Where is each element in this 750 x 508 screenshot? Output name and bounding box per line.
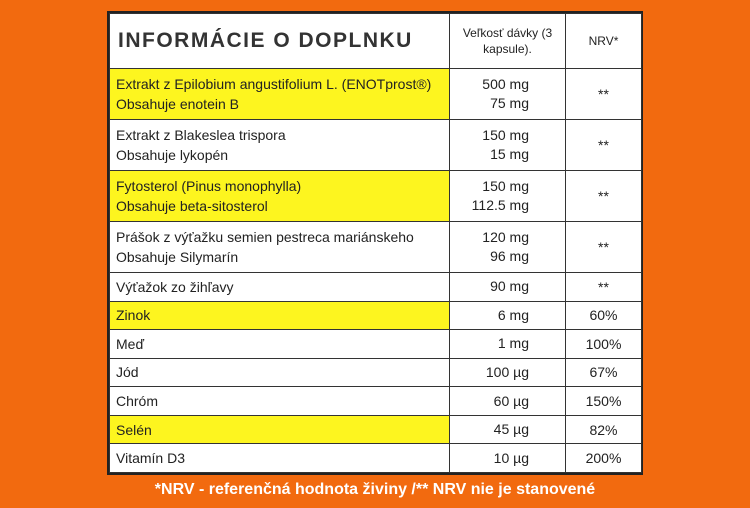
amount-cell: 1 mg [449, 329, 566, 359]
amount-value: 60 µg [493, 392, 529, 409]
amount-value: 150 mg [482, 127, 529, 143]
table-row: Extrakt z Epilobium angustifolium L. (EN… [109, 68, 642, 120]
amount-cell: 45 µg [449, 414, 566, 445]
amount-subvalue: 96 mg [490, 248, 529, 264]
table-row: Fytosterol (Pinus monophylla) Obsahuje be… [109, 170, 642, 222]
amount-value: 150 mg [482, 178, 529, 194]
table-row: Zinok 6 mg 60% [109, 300, 642, 331]
ingredient-name: Prášok z výťažku semien pestreca mariáns… [116, 229, 414, 245]
ingredient-name-cell: Zinok [109, 300, 450, 331]
amount-subvalue: 75 mg [490, 95, 529, 111]
footnote: *NRV - referenčná hodnota živiny /** NRV… [154, 481, 596, 498]
nrv-value: 150% [565, 386, 642, 416]
ingredient-subname: Obsahuje lykopén [116, 147, 229, 163]
nrv-value: ** [565, 221, 642, 273]
ingredient-subname: Obsahuje beta-sitosterol [116, 198, 268, 214]
table-row: Meď 1 mg 100% [109, 329, 642, 359]
table-row: Extrakt z Blakeslea trispora Obsahuje lyk… [109, 119, 642, 171]
amount-value: 10 µg [493, 449, 529, 466]
ingredient-name: Selén [116, 421, 152, 438]
table-row: Prášok z výťažku semien pestreca mariáns… [109, 221, 642, 273]
nrv-value: 60% [565, 300, 642, 331]
nrv-value: ** [565, 119, 642, 171]
supplement-facts-panel: INFORMÁCIE O DOPLNKU Veľkosť dávky (3 ka… [107, 11, 643, 475]
amount-cell: 10 µg [449, 443, 566, 473]
ingredient-name-cell: Selén [109, 414, 450, 445]
ingredient-name: Vitamín D3 [116, 450, 185, 467]
table-row: Jód 100 µg 67% [109, 357, 642, 388]
amount-cell: 100 µg [449, 357, 566, 388]
amount-value: 120 mg [482, 229, 529, 245]
ingredient-name: Zinok [116, 307, 151, 324]
amount-cell: 60 µg [449, 386, 566, 416]
nrv-value: ** [565, 272, 642, 302]
amount-value: 100 µg [485, 363, 529, 380]
ingredient-name: Výťažok zo žihľavy [116, 278, 234, 295]
nrv-value: ** [565, 68, 642, 120]
amount-subvalue: 15 mg [490, 146, 529, 162]
nrv-value: 100% [565, 329, 642, 359]
dose-header: Veľkosť dávky (3 kapsule). [449, 13, 566, 69]
ingredient-name-cell: Fytosterol (Pinus monophylla) Obsahuje be… [109, 170, 450, 222]
amount-value: 6 mg [497, 306, 529, 323]
ingredient-name-cell: Vitamín D3 [109, 443, 450, 473]
amount-cell: 150 mg 15 mg [449, 119, 566, 171]
table-row: Výťažok zo žihľavy 90 mg ** [109, 272, 642, 302]
nrv-value: 200% [565, 443, 642, 473]
ingredient-name-cell: Chróm [109, 386, 450, 416]
amount-value: 1 mg [497, 335, 529, 352]
amount-subvalue: 112.5 mg [471, 197, 529, 213]
nrv-value: 82% [565, 414, 642, 445]
ingredient-name: Fytosterol (Pinus monophylla) [116, 178, 302, 194]
ingredient-name-cell: Prášok z výťažku semien pestreca mariáns… [109, 221, 450, 273]
amount-value: 45 µg [493, 421, 529, 438]
ingredient-subname: Obsahuje enotein B [116, 96, 239, 112]
amount-value: 500 mg [482, 76, 529, 92]
nrv-value: 67% [565, 357, 642, 388]
ingredient-name: Jód [116, 364, 139, 381]
table-body: Extrakt z Epilobium angustifolium L. (EN… [109, 68, 642, 473]
ingredient-subname: Obsahuje Silymarín [116, 249, 239, 265]
ingredient-name-cell: Meď [109, 329, 450, 359]
ingredient-name: Extrakt z Blakeslea trispora [116, 127, 286, 143]
nrv-header: NRV* [565, 13, 642, 69]
amount-cell: 120 mg 96 mg [449, 221, 566, 273]
amount-cell: 90 mg [449, 272, 566, 302]
amount-cell: 500 mg 75 mg [449, 68, 566, 120]
table-row: Chróm 60 µg 150% [109, 386, 642, 416]
ingredient-name-cell: Jód [109, 357, 450, 388]
ingredient-name-cell: Výťažok zo žihľavy [109, 272, 450, 302]
nrv-value: ** [565, 170, 642, 222]
ingredient-name: Meď [116, 335, 145, 352]
table-title: INFORMÁCIE O DOPLNKU [109, 13, 450, 69]
ingredient-name-cell: Extrakt z Blakeslea trispora Obsahuje lyk… [109, 119, 450, 171]
amount-value: 90 mg [490, 278, 529, 295]
table-row: Vitamín D3 10 µg 200% [109, 443, 642, 473]
ingredient-name: Chróm [116, 393, 159, 410]
ingredient-name: Extrakt z Epilobium angustifolium L. (EN… [116, 76, 432, 92]
table-row: Selén 45 µg 82% [109, 414, 642, 445]
supplement-facts-table: INFORMÁCIE O DOPLNKU Veľkosť dávky (3 ka… [109, 13, 642, 473]
ingredient-name-cell: Extrakt z Epilobium angustifolium L. (EN… [109, 68, 450, 120]
amount-cell: 150 mg 112.5 mg [449, 170, 566, 222]
table-header-row: INFORMÁCIE O DOPLNKU Veľkosť dávky (3 ka… [109, 13, 642, 69]
amount-cell: 6 mg [449, 300, 566, 331]
